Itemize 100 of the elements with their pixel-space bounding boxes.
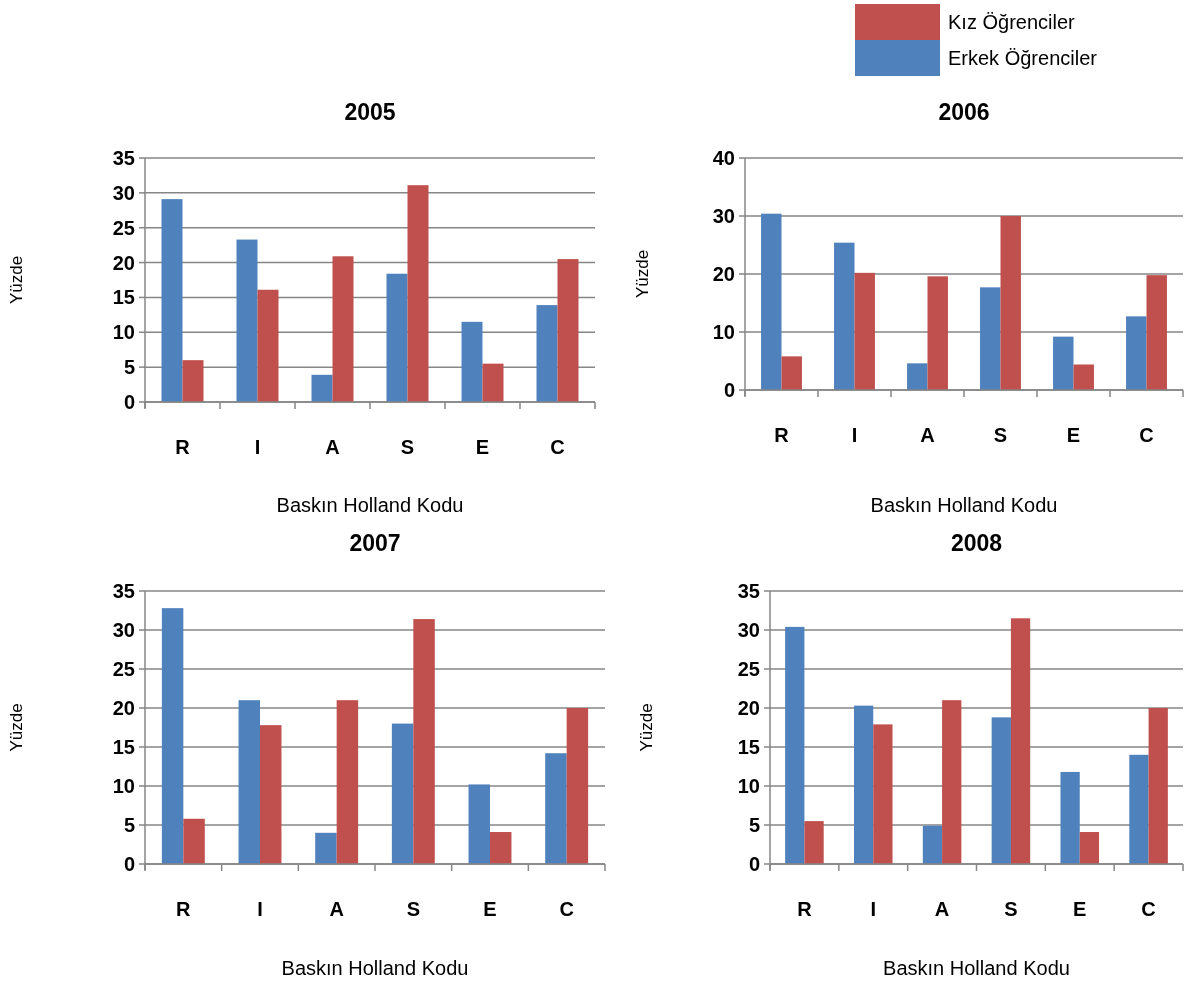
bar [980,287,1001,390]
bar [260,725,282,864]
x-tick-label: S [993,424,1008,446]
y-tick-label: 0 [123,391,135,413]
bar [413,619,435,864]
y-tick-label: 15 [112,286,135,309]
y-axis-title: Yüzde [637,703,656,752]
bar [545,753,567,864]
x-tick-label: R [774,424,790,446]
bar [1010,618,1031,864]
bar [834,242,855,390]
y-tick-label: 35 [112,580,135,602]
bar [461,321,483,402]
x-tick-label: I [254,436,261,458]
y-tick-label: 35 [112,147,135,169]
y-tick-label: 0 [748,853,760,875]
x-axis-title: Baskın Holland Kodu [281,957,469,979]
y-tick-label: 25 [737,658,760,680]
chart-title: 2005 [344,99,396,125]
y-tick-label: 20 [737,697,760,719]
x-tick-label: A [920,424,935,446]
x-tick-label: C [550,436,565,458]
chart-title: 2008 [950,530,1003,556]
bar [183,818,205,864]
y-tick-label: 20 [112,251,135,274]
bar [1126,316,1147,390]
bar [1000,216,1021,390]
x-tick-label: A [329,898,344,920]
y-tick-label: 20 [712,263,735,285]
bar [315,832,337,864]
bar [1146,275,1167,390]
x-tick-label: A [325,436,340,458]
bar [490,832,512,864]
y-tick-label: 40 [712,147,735,169]
bar [1053,336,1074,390]
bar [236,239,258,402]
bar [182,360,204,402]
x-tick-label: R [175,436,191,458]
bar [566,708,589,864]
y-tick-label: 30 [737,619,760,641]
bar [482,363,504,402]
x-tick-label: S [406,898,421,920]
y-tick-label: 5 [123,356,135,379]
bar [557,259,579,402]
y-tick-label: 30 [112,181,135,204]
y-tick-label: 15 [737,736,760,758]
bar [785,626,805,864]
chart-title: 2007 [349,530,401,556]
y-tick-label: 10 [737,775,760,797]
x-tick-label: E [483,898,497,920]
x-tick-label: C [1139,424,1154,446]
bar [991,717,1011,864]
bar [332,256,354,402]
x-tick-label: E [1073,898,1087,920]
bar [942,700,962,864]
bar [391,723,414,864]
x-tick-label: R [797,898,813,920]
x-tick-label: R [176,898,192,920]
bar [336,700,359,864]
bar [238,700,260,864]
y-tick-label: 20 [112,697,135,719]
bar [873,724,893,864]
y-tick-label: 0 [723,379,735,401]
y-tick-label: 10 [112,321,135,344]
bar [257,289,279,402]
y-tick-label: 30 [112,619,135,641]
y-axis-title: Yüzde [7,255,26,305]
y-tick-label: 5 [748,814,760,836]
y-axis-title: Yüzde [633,249,652,299]
y-tick-label: 25 [112,216,135,239]
bar [927,276,948,390]
bar [854,272,875,390]
y-tick-label: 10 [712,321,735,343]
y-tick-label: 5 [123,814,135,836]
x-axis-title: Baskın Holland Kodu [276,494,464,516]
legend-label: Erkek Öğrenciler [948,47,1098,69]
x-tick-label: I [257,898,263,920]
bar [761,213,782,390]
x-tick-label: E [475,436,490,458]
y-tick-label: 10 [112,775,135,797]
x-tick-label: E [1066,424,1081,446]
y-tick-label: 0 [123,853,135,875]
y-axis-title: Yüzde [7,703,26,752]
bar [161,199,183,402]
bar [468,784,490,864]
legend-label: Kız Öğrenciler [948,11,1076,33]
bar [907,363,928,390]
y-tick-label: 15 [112,736,135,758]
bar [1073,364,1094,390]
bar [853,705,874,864]
y-tick-label: 35 [737,580,760,602]
bar [386,273,408,402]
x-tick-label: S [400,436,415,458]
x-tick-label: I [851,424,858,446]
bar [1060,771,1080,864]
bar [311,374,333,402]
x-axis-title: Baskın Holland Kodu [883,957,1070,979]
bar [1129,754,1149,864]
x-tick-label: A [934,898,950,920]
y-tick-label: 30 [712,205,735,227]
